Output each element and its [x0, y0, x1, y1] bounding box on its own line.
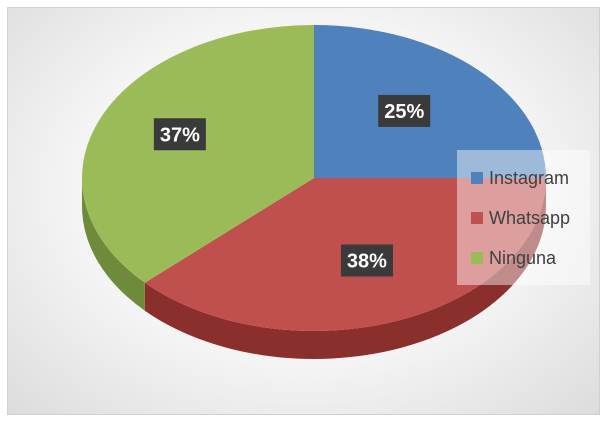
- pie-sides: [82, 178, 546, 359]
- data-label-box-whatsapp: [340, 244, 393, 277]
- chart-area: 25% 38% 37% Instagram Whatsapp Ninguna: [7, 7, 600, 415]
- legend-label-instagram: Instagram: [489, 167, 570, 188]
- pie-side-ninguna: [82, 178, 145, 311]
- legend-item-whatsapp: Whatsapp: [471, 198, 590, 238]
- data-labels: 25% 38% 37%: [153, 94, 431, 277]
- pie-slice-ninguna: [81, 25, 314, 283]
- data-label-instagram: 25%: [384, 101, 424, 123]
- pie-side-whatsapp: [144, 178, 546, 359]
- legend-swatch-instagram: [471, 172, 483, 184]
- legend-swatch-ninguna: [471, 252, 483, 264]
- data-label-box-instagram: [378, 94, 431, 127]
- data-label-ninguna: 37%: [160, 124, 200, 146]
- data-label-whatsapp: 38%: [347, 251, 387, 273]
- legend: Instagram Whatsapp Ninguna: [457, 150, 590, 285]
- legend-label-whatsapp: Whatsapp: [489, 207, 571, 228]
- pie-chart: 25% 38% 37%: [81, 25, 546, 359]
- legend-label-ninguna: Ninguna: [489, 247, 557, 268]
- legend-item-instagram: Instagram: [471, 158, 590, 198]
- data-label-box-ninguna: [153, 118, 206, 151]
- legend-item-ninguna: Ninguna: [471, 238, 590, 278]
- legend-swatch-whatsapp: [471, 212, 483, 224]
